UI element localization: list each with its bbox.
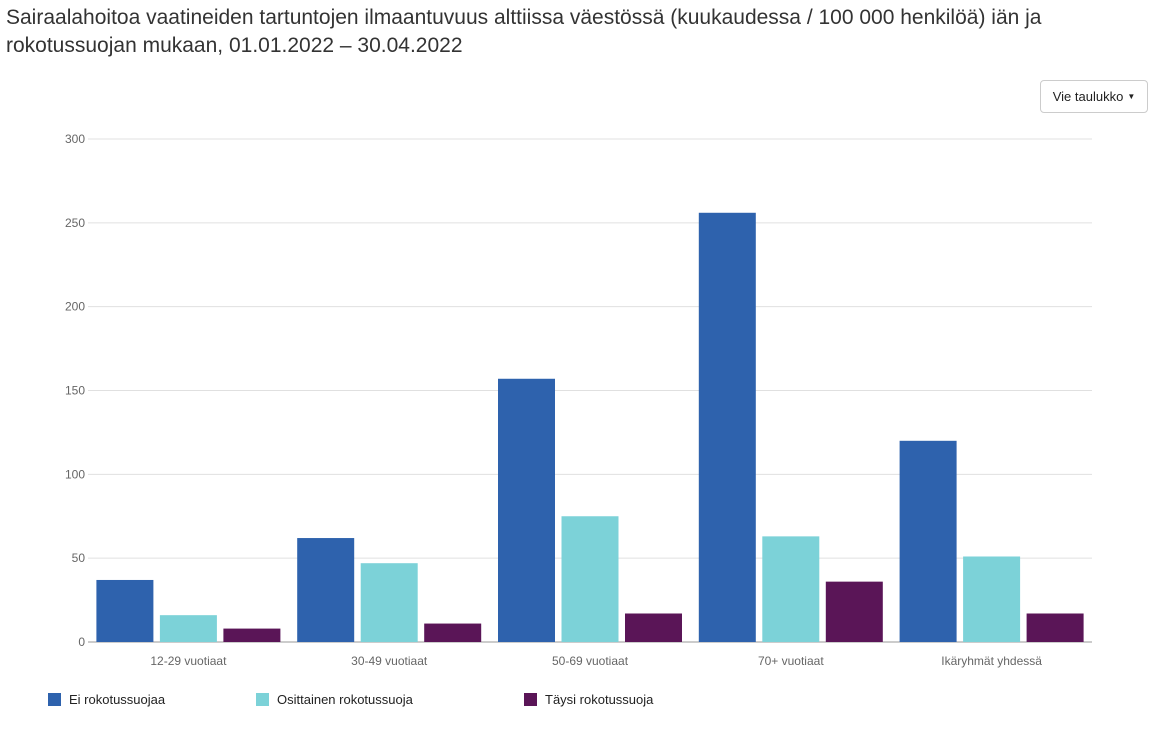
legend-item[interactable]: Täysi rokotussuoja [524,692,653,707]
legend-label: Ei rokotussuojaa [69,692,166,707]
y-tick-label: 100 [65,467,85,481]
x-tick-label: 30-49 vuotiaat [351,654,428,668]
bar-4-2 [1026,613,1084,642]
y-tick-label: 150 [65,384,85,398]
x-tick-label: 12-29 vuotiaat [150,654,227,668]
chart-title: Sairaalahoitoa vaatineiden tartuntojen i… [6,6,1042,57]
bar-2-2 [625,613,682,642]
legend-item[interactable]: Ei rokotussuojaa [48,692,165,707]
bar-3-1 [762,536,820,642]
legend-label: Täysi rokotussuoja [545,692,654,707]
bar-2-1 [561,516,619,642]
y-tick-label: 0 [78,635,85,649]
bar-1-1 [360,563,418,642]
bar-4-1 [963,556,1021,642]
y-tick-label: 250 [65,216,85,230]
export-table-button[interactable]: Vie taulukko ▼ [1040,80,1148,113]
export-label: Vie taulukko [1052,89,1124,104]
bar-0-1 [159,615,217,642]
y-tick-label: 200 [65,300,85,314]
caret-down-icon: ▼ [1127,92,1136,101]
bar-4-0 [899,440,957,642]
legend-swatch [256,693,269,706]
bar-2-0 [498,378,555,642]
legend-swatch [48,693,61,706]
bar-1-0 [297,538,355,642]
x-tick-label: 70+ vuotiaat [758,654,824,668]
x-tick-label: Ikäryhmät yhdessä [941,654,1042,668]
legend-label: Osittainen rokotussuoja [277,692,413,707]
bar-3-2 [825,581,883,642]
y-tick-label: 50 [72,551,86,565]
bar-3-0 [698,212,756,643]
legend-swatch [524,693,537,706]
bar-0-0 [96,579,154,642]
y-tick-label: 300 [65,132,85,146]
bar-0-2 [223,628,281,642]
legend-item[interactable]: Osittainen rokotussuoja [256,692,413,707]
bar-1-2 [424,623,482,642]
x-tick-label: 50-69 vuotiaat [552,654,629,668]
